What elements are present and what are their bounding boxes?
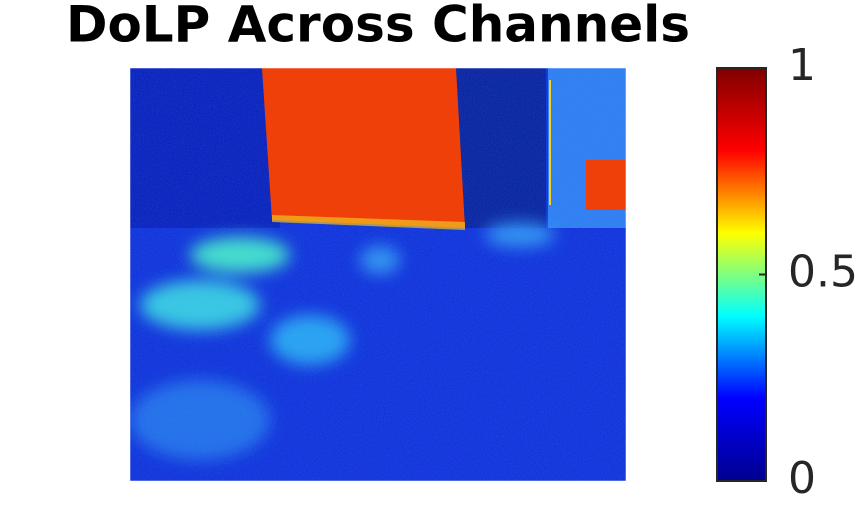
colorbar-tick-label: 0.5 — [788, 247, 858, 298]
colorbar-tick-label: 0 — [788, 453, 816, 504]
colorbar-tick-label: 1 — [788, 40, 816, 91]
chart-title: DoLP Across Channels — [66, 0, 690, 54]
image — [130, 68, 626, 481]
colorbar — [716, 67, 767, 482]
image-frame — [129, 67, 627, 482]
